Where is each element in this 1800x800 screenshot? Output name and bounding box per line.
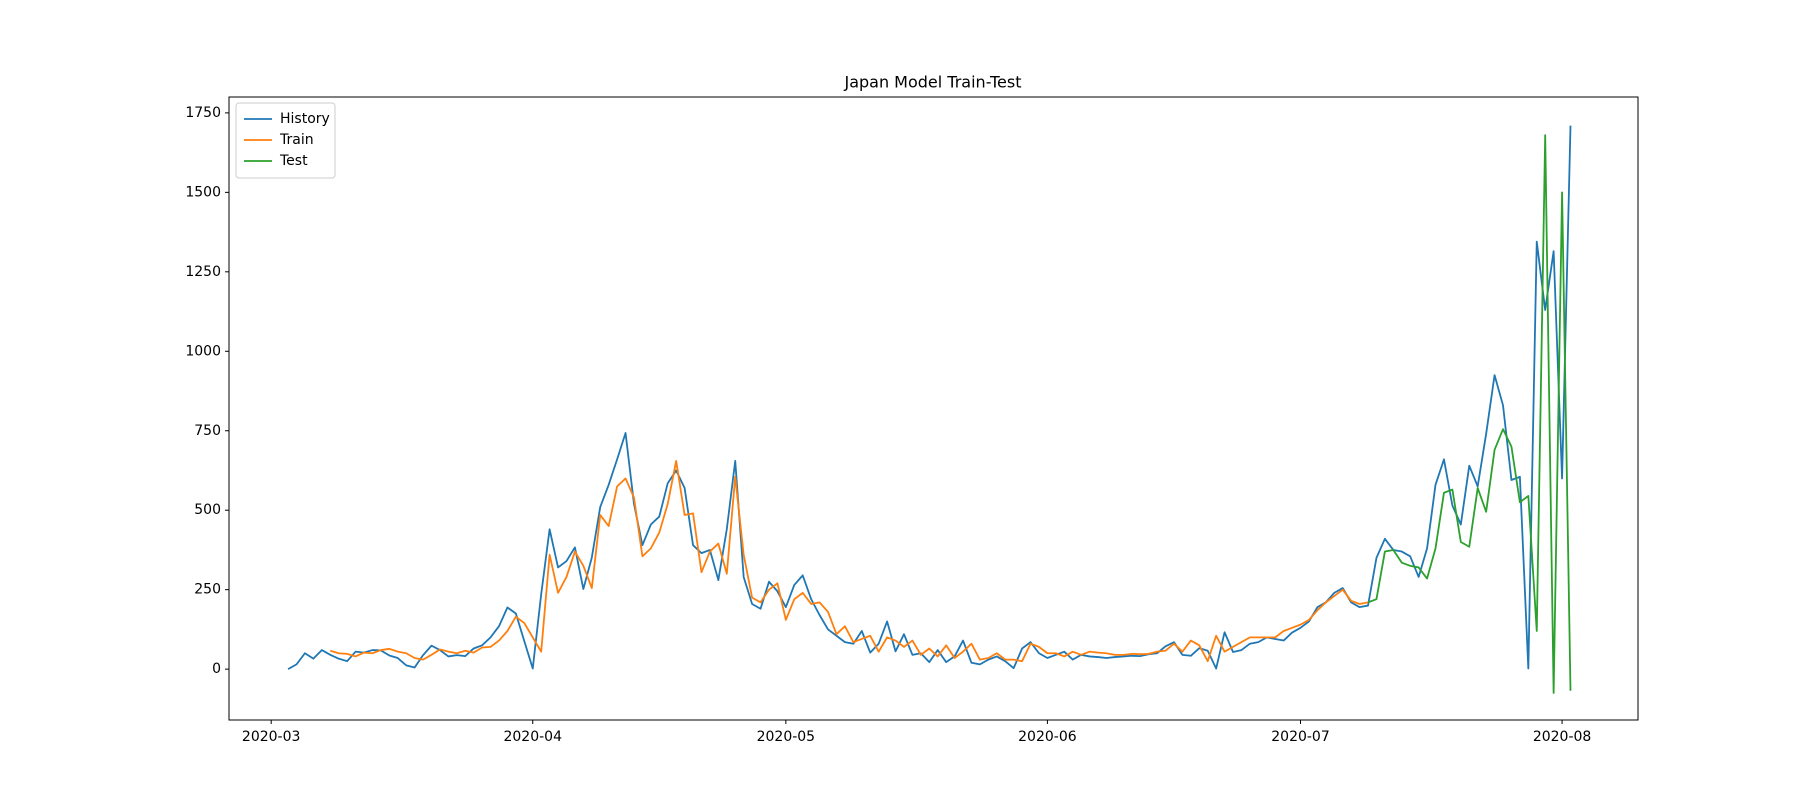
y-tick-label: 1500 <box>185 184 221 200</box>
x-tick-label: 2020-05 <box>757 729 816 745</box>
x-tick-label: 2020-07 <box>1271 729 1330 745</box>
y-tick-label: 250 <box>194 582 221 598</box>
x-tick-label: 2020-04 <box>503 729 562 745</box>
y-tick-label: 1250 <box>185 264 221 280</box>
y-tick-label: 750 <box>194 423 221 439</box>
legend-label: Train <box>279 132 314 148</box>
series-line <box>329 460 1369 663</box>
legend-label: Test <box>279 153 308 169</box>
x-tick-label: 2020-03 <box>242 729 301 745</box>
plot-frame <box>228 96 1639 721</box>
legend-label: History <box>280 111 330 127</box>
y-tick-label: 1750 <box>185 105 221 121</box>
y-tick-label: 500 <box>194 502 221 518</box>
y-tick-label: 1000 <box>185 343 221 359</box>
x-tick-label: 2020-06 <box>1018 729 1077 745</box>
legend-box <box>235 102 336 179</box>
series-line <box>1367 134 1572 694</box>
x-tick-label: 2020-08 <box>1533 729 1592 745</box>
y-tick-label: 0 <box>212 661 221 677</box>
chart-title: Japan Model Train-Test <box>843 73 1021 92</box>
series-line <box>287 125 1572 670</box>
